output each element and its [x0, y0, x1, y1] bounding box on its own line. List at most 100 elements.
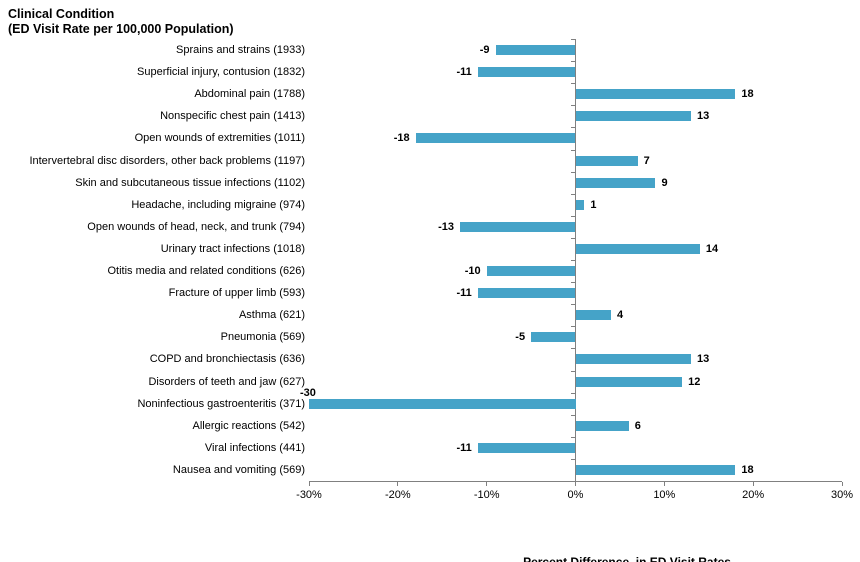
- value-label: -11: [456, 287, 472, 299]
- value-label: 18: [741, 88, 754, 100]
- category-label: Superficial injury, contusion (1832): [137, 66, 305, 78]
- value-label: 1: [590, 199, 597, 211]
- y-axis-title: Clinical Condition (ED Visit Rate per 10…: [8, 7, 234, 37]
- x-tick-label: 0%: [567, 489, 584, 501]
- y-axis-title-line1: Clinical Condition: [8, 7, 115, 21]
- bar: [575, 111, 691, 121]
- x-tick: [663, 482, 665, 486]
- y-tick: [571, 127, 575, 128]
- category-label: Pneumonia (569): [220, 331, 305, 343]
- category-label: Abdominal pain (1788): [194, 88, 305, 100]
- category-label: Headache, including migraine (974): [131, 199, 305, 211]
- x-axis-line: [309, 481, 842, 482]
- x-tick: [486, 482, 488, 486]
- y-tick: [571, 150, 575, 151]
- x-tick-label: -20%: [384, 489, 411, 501]
- category-label: Intervertebral disc disorders, other bac…: [29, 155, 305, 167]
- bar: [531, 332, 576, 342]
- bar: [575, 465, 736, 475]
- bar: [309, 399, 576, 409]
- value-label: 13: [696, 353, 710, 365]
- value-label: 9: [661, 177, 668, 189]
- category-label: Allergic reactions (542): [192, 420, 306, 432]
- y-tick: [571, 105, 575, 106]
- value-label: -13: [438, 221, 455, 233]
- y-tick: [571, 371, 575, 372]
- value-label: -18: [393, 132, 410, 144]
- category-label: Disorders of teeth and jaw (627): [148, 376, 305, 388]
- bar: [477, 288, 576, 298]
- y-tick: [571, 238, 575, 239]
- x-tick-label: 10%: [653, 489, 676, 501]
- value-label: -11: [456, 442, 472, 454]
- bar: [575, 156, 638, 166]
- plot-area: -30% -20% -10% 0% 10% 20% 30% -9 -11 18 13 -18 7 9 1 -1…: [296, 39, 853, 501]
- value-label: 6: [634, 420, 641, 432]
- category-labels: Sprains and strains (1933) Superficial in…: [0, 39, 305, 481]
- y-tick: [571, 172, 575, 173]
- category-label: Nonspecific chest pain (1413): [160, 110, 305, 122]
- bar: [575, 200, 585, 210]
- value-label: 12: [688, 376, 701, 388]
- x-tick-label: -30%: [296, 489, 322, 501]
- bar: [575, 244, 700, 254]
- y-tick: [571, 304, 575, 305]
- category-label: Otitis media and related conditions (626…: [107, 265, 306, 277]
- y-tick: [571, 61, 575, 62]
- y-tick: [571, 260, 575, 261]
- x-axis-title-line1: Percent Difference in ED Visit Rates: [523, 555, 731, 562]
- value-label: 4: [617, 309, 624, 321]
- value-label: 18: [741, 464, 754, 476]
- x-tick: [575, 482, 576, 486]
- y-tick: [571, 194, 575, 195]
- y-tick: [571, 216, 575, 217]
- category-label: Sprains and strains (1933): [175, 44, 305, 56]
- y-tick: [571, 393, 575, 394]
- category-label: COPD and bronchiectasis (636): [149, 353, 305, 365]
- category-label: Skin and subcutaneous tissue infections …: [75, 177, 305, 189]
- x-tick-label: 20%: [742, 489, 765, 501]
- category-label: Open wounds of head, neck, and trunk (79…: [87, 221, 305, 233]
- category-label: Noninfectious gastroenteritis (371): [137, 398, 305, 410]
- x-tick: [752, 482, 754, 486]
- y-tick: [571, 326, 575, 327]
- bar: [460, 222, 576, 232]
- category-label: Urinary tract infections (1018): [160, 243, 305, 255]
- value-label: 13: [696, 110, 710, 122]
- y-axis-title-line2: (ED Visit Rate per 100,000 Population): [8, 22, 234, 36]
- value-label: -10: [464, 265, 481, 277]
- y-tick: [571, 39, 575, 40]
- bar: [415, 133, 576, 143]
- bar: [477, 443, 576, 453]
- x-tick: [841, 482, 843, 486]
- bar: [486, 266, 576, 276]
- bar: [575, 377, 683, 387]
- x-tick: [397, 482, 399, 486]
- category-label: Open wounds of extremities (1011): [134, 132, 305, 144]
- bar: [477, 67, 576, 77]
- y-tick: [571, 437, 575, 438]
- value-label: 7: [643, 155, 650, 167]
- bar: [495, 45, 576, 55]
- category-label: Nausea and vomiting (569): [172, 464, 305, 476]
- x-tick: [308, 482, 310, 486]
- x-axis-title: Percent Difference in ED Visit Rates (20…: [523, 525, 731, 562]
- bar: [575, 354, 691, 364]
- bar: [575, 178, 656, 188]
- value-label: -5: [515, 331, 526, 343]
- y-tick: [571, 282, 575, 283]
- y-tick: [571, 459, 575, 460]
- category-label: Fracture of upper limb (593): [168, 287, 305, 299]
- value-label: 14: [705, 243, 719, 255]
- category-label: Asthma (621): [238, 309, 305, 321]
- category-label: Viral infections (441): [204, 442, 305, 454]
- value-label: -11: [456, 66, 472, 78]
- y-tick: [571, 348, 575, 349]
- y-tick: [571, 83, 575, 84]
- x-tick-label: -10%: [473, 489, 500, 501]
- bar: [575, 310, 612, 320]
- value-label: -9: [479, 44, 490, 56]
- x-tick-label: 30%: [830, 489, 854, 501]
- y-axis-line: [575, 39, 576, 481]
